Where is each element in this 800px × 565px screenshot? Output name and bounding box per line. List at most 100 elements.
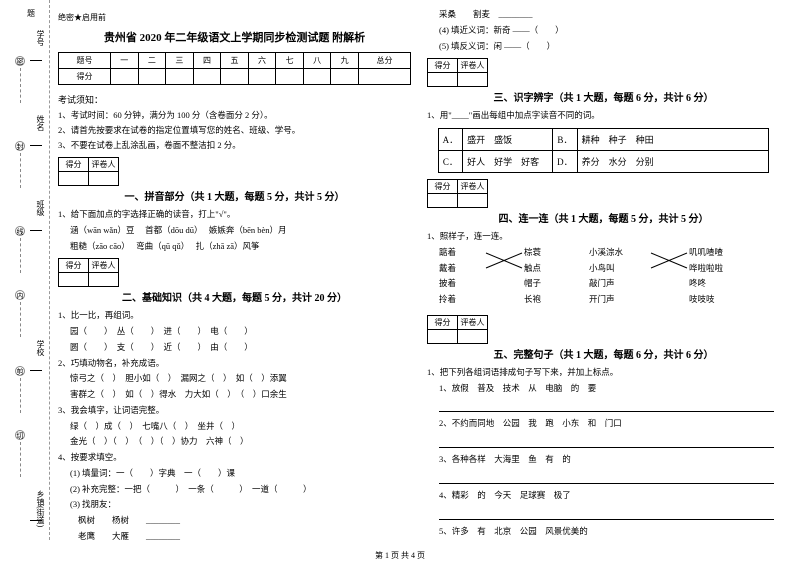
sub-cell: 评卷人	[89, 158, 119, 172]
s1-line: 粗糙（zāo cāo） 弯曲（qū qǔ） 扎（zhā zā）风筝	[58, 240, 411, 253]
s2-q1-line: 圆（ ） 支（ ） 近（ ） 由（ ）	[58, 341, 411, 354]
table-row: 题号 一 二 三 四 五 六 七 八 九 总分	[59, 53, 411, 69]
s2-q3: 3、我会填字，让词语完整。	[58, 404, 411, 417]
score-head: 题号	[59, 53, 111, 69]
char-label: C．	[438, 151, 463, 173]
bind-dash	[20, 153, 21, 188]
section-1-title: 一、拼音部分（共 1 大题，每题 5 分，共计 5 分）	[58, 188, 411, 203]
score-head: 二	[138, 53, 166, 69]
char-words: 耕种 种子 种田	[577, 129, 769, 151]
s2-q2: 2、巧填动物名，补充成语。	[58, 357, 411, 370]
score-head: 一	[111, 53, 139, 69]
score-head: 六	[248, 53, 276, 69]
col2-top-line: (4) 填近义词：新奇 ——（ ）	[427, 24, 780, 37]
match-item: 小鸟叫	[589, 262, 649, 275]
s2-q3-line: 绿（ ）成（ ） 七嘴八（ ） 坐井（ ）	[58, 420, 411, 433]
score-head: 五	[221, 53, 249, 69]
s5-line: 4、精彩 的 今天 足球赛 极了	[427, 489, 780, 502]
match-col-c: 小溪淙水 小鸟叫 敲门声 开门声	[589, 246, 649, 309]
sub-cell: 得分	[428, 180, 458, 194]
s2-q1: 1、比一比，再组词。	[58, 309, 411, 322]
col2-top-line: 采桑 割麦 ________	[427, 8, 780, 21]
char-words: 养分 水分 分别	[577, 151, 769, 173]
left-column: 绝密★启用前 贵州省 2020 年二年级语文上学期同步检测试题 附解析 题号 一…	[50, 8, 419, 540]
bind-line	[30, 230, 42, 231]
s1-line: 涵（wān wǎn）豆 首都（dōu dū） 嫉嫉奔（bēn bèn）月	[58, 224, 411, 237]
bind-label-name: 姓名	[35, 115, 46, 131]
sub-cell: 得分	[428, 315, 458, 329]
sub-cell: 评卷人	[458, 59, 488, 73]
dotline-top: 题	[27, 8, 35, 19]
sub-cell: 评卷人	[458, 180, 488, 194]
s5-q: 1、把下列各组词语排成句子写下来，并加上标点。	[427, 366, 780, 379]
answer-line	[439, 400, 774, 412]
sub-score-table: 得分评卷人	[427, 58, 488, 87]
char-table: A． 盛开 盛饭 B． 耕种 种子 种田 C． 好人 好学 好客 D． 养分 水…	[438, 128, 770, 173]
table-row: C． 好人 好学 好客 D． 养分 水分 分别	[438, 151, 769, 173]
notice-item: 1、考试时间：60 分钟，满分为 100 分（含卷面分 2 分）。	[58, 110, 411, 121]
score-head: 总分	[358, 53, 410, 69]
match-item: 披着	[439, 277, 484, 290]
s2-q2-line: 害群之（ ） 如（ ）得水 力大如（ ） （ ）口余生	[58, 388, 411, 401]
char-words: 盛开 盛饭	[463, 129, 553, 151]
binding-strip: 题 学号 密 姓名 封 班级 线 内 学校 剪 切 乡镇(街道)	[0, 0, 50, 540]
table-row: 得分	[59, 69, 411, 85]
notice-heading: 考试须知：	[58, 93, 411, 106]
exam-title: 贵州省 2020 年二年级语文上学期同步检测试题 附解析	[58, 29, 411, 45]
s2-q4c-line: 枫树 杨树 ________	[58, 514, 411, 527]
bind-label-class: 班级	[35, 200, 46, 216]
match-item: 叽叽喳喳	[689, 246, 744, 259]
char-label: D．	[553, 151, 578, 173]
notice-item: 3、不要在试卷上乱涂乱画，卷面不整洁扣 2 分。	[58, 140, 411, 151]
table-row: A． 盛开 盛饭 B． 耕种 种子 种田	[438, 129, 769, 151]
match-item: 哗啦啦啦	[689, 262, 744, 275]
answer-line	[439, 508, 774, 520]
char-words: 好人 好学 好客	[463, 151, 553, 173]
s2-q3-line: 金光（ ）（ ） （ ）（ ）协力 六神（ ）	[58, 435, 411, 448]
secret-label: 绝密★启用前	[58, 12, 411, 23]
match-item: 拎着	[439, 293, 484, 306]
bind-circ: 封	[15, 141, 25, 151]
score-head: 七	[276, 53, 304, 69]
section-2-title: 二、基础知识（共 4 大题，每题 5 分，共计 20 分）	[58, 289, 411, 304]
match-col-a: 踮着 戴着 披着 拎着	[439, 246, 484, 309]
bind-dash	[20, 378, 21, 413]
bind-dash	[20, 238, 21, 273]
match-item: 开门声	[589, 293, 649, 306]
notice-item: 2、请首先按要求在试卷的指定位置填写您的姓名、班级、学号。	[58, 125, 411, 136]
sub-cell: 评卷人	[89, 259, 119, 273]
match-item: 棕蓑	[524, 246, 569, 259]
s2-q4a: (1) 填量词：一（ ）字典 一（ ）课	[58, 467, 411, 480]
match-col-b: 棕蓑 触点 帽子 长袍	[524, 246, 569, 309]
sub-cell: 得分	[428, 59, 458, 73]
match-item: 戴着	[439, 262, 484, 275]
sub-cell: 评卷人	[458, 315, 488, 329]
sub-score-table: 得分评卷人	[427, 315, 488, 344]
bind-label-id: 学号	[35, 30, 46, 46]
score-head: 三	[166, 53, 194, 69]
s4-q: 1、照样子，连一连。	[427, 230, 780, 243]
section-4-title: 四、连一连（共 1 大题，每题 5 分，共计 5 分）	[427, 210, 780, 225]
s2-q1-line: 园（ ） 丛（ ） 进（ ） 电（ ）	[58, 325, 411, 338]
s5-line: 5、许多 有 北京 公园 风景优美的	[427, 525, 780, 538]
s2-q2-line: 惊弓之（ ） 胆小如（ ） 漏网之（ ） 如（ ）添翼	[58, 372, 411, 385]
match-lines-svg	[649, 246, 689, 308]
s2-q4c: (3) 找朋友：	[58, 498, 411, 511]
sub-cell: 得分	[59, 259, 89, 273]
bind-circ: 切	[15, 430, 25, 440]
match-lines-svg	[484, 246, 524, 308]
match-item: 咚咚	[689, 277, 744, 290]
score-row-label: 得分	[59, 69, 111, 85]
bind-dash	[20, 442, 21, 477]
score-head: 四	[193, 53, 221, 69]
match-item: 长袍	[524, 293, 569, 306]
s5-line: 1、放假 普及 技术 从 电脑 的 要	[427, 382, 780, 395]
right-column: 采桑 割麦 ________ (4) 填近义词：新奇 ——（ ） (5) 填反义…	[419, 8, 788, 540]
s1-q1: 1、给下面加点的字选择正确的读音，打上"√"。	[58, 208, 411, 221]
s3-q: 1、用"____"画出每组中加点字读音不同的词。	[427, 109, 780, 122]
score-head: 九	[331, 53, 359, 69]
bind-label-school: 学校	[35, 340, 46, 356]
bind-line	[30, 370, 42, 371]
section-5-title: 五、完整句子（共 1 大题，每题 6 分，共计 6 分）	[427, 346, 780, 361]
bind-line	[30, 145, 42, 146]
